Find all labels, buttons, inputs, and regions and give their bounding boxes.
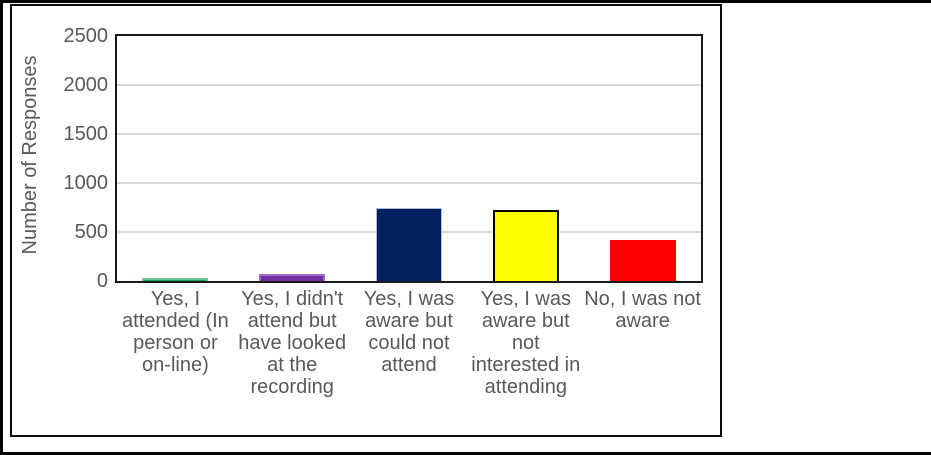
- bar-category-3: [376, 207, 442, 281]
- bar-category-1: [142, 278, 209, 281]
- bar-category-2: [259, 273, 326, 281]
- gridline-1500: [117, 133, 701, 135]
- gridline-2000: [117, 84, 701, 86]
- y-tick-label-0: 0: [96, 270, 108, 292]
- x-category-label-5: No, I was not aware: [584, 288, 701, 332]
- plot-area: [115, 34, 703, 283]
- y-tick-label-1500: 1500: [63, 123, 109, 145]
- x-category-label-4: Yes, I was aware but not interested in a…: [471, 288, 581, 398]
- y-tick-label-1000: 1000: [63, 172, 109, 194]
- y-tick-label-2500: 2500: [63, 25, 109, 47]
- x-category-label-2: Yes, I didn't attend but have looked at …: [238, 288, 347, 398]
- y-tick-label-2000: 2000: [63, 74, 109, 96]
- x-category-label-3: Yes, I was aware but could not attend: [363, 288, 455, 376]
- y-tick-label-500: 500: [74, 221, 108, 243]
- bar-category-5: [609, 239, 676, 281]
- gridline-1000: [117, 182, 701, 184]
- bar-category-4: [492, 210, 559, 281]
- chart-container: Number of Responses 0 500 1000 1500 2000 2500…: [10, 4, 722, 437]
- x-category-label-1: Yes, I attended (In person or on-line): [122, 288, 229, 376]
